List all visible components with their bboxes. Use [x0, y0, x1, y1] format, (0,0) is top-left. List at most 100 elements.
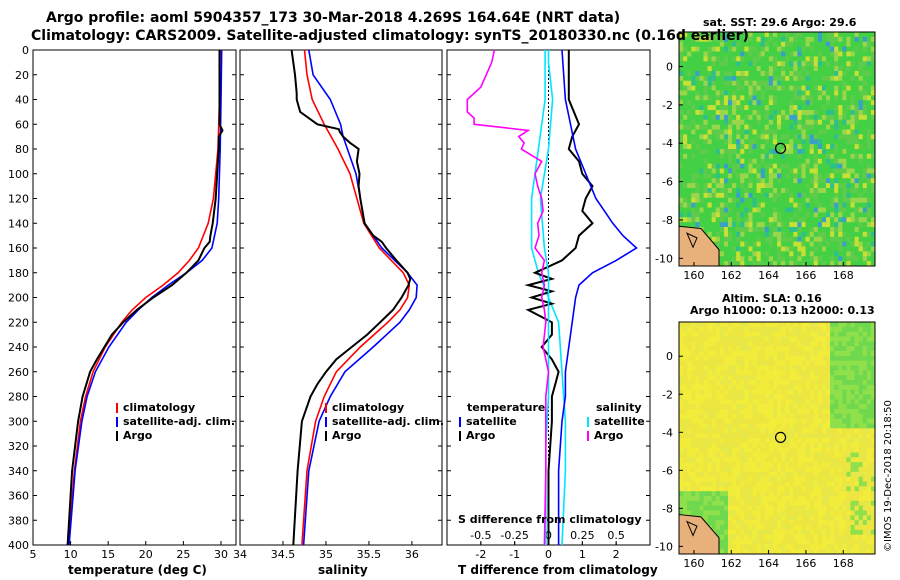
- map-cell: [834, 61, 839, 67]
- map-cell: [838, 505, 843, 511]
- map-cell: [821, 476, 827, 482]
- map-cell: [752, 370, 757, 376]
- map-cell: [801, 476, 806, 482]
- map-cell: [764, 119, 770, 126]
- map-cell: [744, 212, 749, 218]
- map-cell: [785, 491, 790, 497]
- map-cell: [805, 380, 811, 386]
- map-cell: [687, 173, 692, 179]
- map-cell: [719, 217, 725, 223]
- map-cell: [870, 222, 876, 228]
- map-cell: [711, 525, 717, 531]
- map-cell: [793, 462, 798, 468]
- map-cell: [760, 256, 766, 262]
- map-cell: [797, 85, 802, 91]
- map-cell: [834, 144, 839, 150]
- map-cell: [715, 56, 721, 62]
- map-cell: [736, 114, 741, 121]
- map-cell: [805, 241, 811, 247]
- map-cell: [858, 85, 864, 91]
- series-line-t-satellite-adj-: [557, 49, 638, 545]
- map-cell: [781, 529, 786, 536]
- map-cell: [781, 351, 786, 357]
- map-cell: [813, 549, 819, 555]
- map-cell: [744, 394, 749, 400]
- map-cell: [691, 149, 696, 155]
- map-cell: [736, 173, 741, 179]
- map-cell: [752, 158, 757, 165]
- map-cell: [736, 168, 741, 174]
- map-cell: [793, 510, 798, 516]
- map-cell: [744, 105, 749, 111]
- map-cell: [842, 202, 847, 208]
- map-cell: [744, 341, 749, 347]
- map-cell: [777, 500, 782, 507]
- map-cell: [707, 56, 713, 62]
- map-cell: [683, 95, 688, 101]
- map-cell: [785, 246, 790, 252]
- map-cell: [723, 539, 729, 545]
- map-cell: [870, 491, 876, 497]
- map-cell: [760, 110, 766, 116]
- map-cell: [691, 85, 696, 91]
- map-cell: [850, 413, 855, 420]
- map-cell: [821, 515, 827, 521]
- map-cell: [764, 380, 770, 386]
- map-cell: [711, 178, 717, 184]
- map-cell: [719, 534, 725, 540]
- map-cell: [838, 246, 843, 252]
- map-cell: [866, 462, 872, 468]
- map-cell: [842, 178, 847, 184]
- map-cell: [715, 32, 721, 38]
- map-cell: [715, 188, 721, 194]
- map-cell: [809, 178, 815, 184]
- map-cell: [764, 384, 770, 391]
- map-cell: [826, 61, 831, 67]
- map-cell: [821, 447, 827, 453]
- map-cell: [752, 346, 757, 352]
- map-cell: [797, 246, 802, 252]
- map-cell: [842, 529, 847, 536]
- map-cell: [748, 515, 753, 521]
- map-cell: [777, 251, 782, 257]
- map-cell: [760, 236, 766, 243]
- map-cell: [683, 188, 688, 194]
- map-cell: [813, 471, 819, 478]
- map-cell: [781, 326, 786, 333]
- map-cell: [768, 90, 774, 96]
- map-cell: [870, 433, 876, 439]
- map-cell: [797, 447, 802, 453]
- map-cell: [760, 217, 766, 223]
- map-cell: [785, 539, 790, 545]
- map-cell: [683, 192, 688, 199]
- map-cell: [862, 529, 868, 536]
- map-cell: [683, 326, 688, 333]
- map-cell: [740, 178, 745, 184]
- map-cell: [711, 207, 717, 213]
- map-cell: [830, 236, 835, 243]
- map-cell: [732, 365, 737, 371]
- map-cell: [826, 365, 831, 371]
- map-cell: [760, 505, 766, 511]
- map-cell: [821, 428, 827, 434]
- map-cell: [854, 241, 860, 247]
- map-cell: [744, 231, 749, 238]
- map-cell: [866, 442, 872, 449]
- map-cell: [805, 158, 811, 165]
- map-cell: [736, 404, 741, 410]
- map-cell: [862, 409, 868, 415]
- map-cell: [707, 322, 713, 328]
- map-cell: [850, 355, 855, 362]
- map-cell: [732, 360, 737, 366]
- map-cell: [801, 163, 806, 169]
- map-cell: [777, 365, 782, 371]
- ytick-label: 360: [8, 490, 29, 503]
- map-cell: [683, 80, 688, 87]
- map-cell: [715, 520, 721, 526]
- map-cell: [711, 153, 717, 160]
- map-cell: [870, 32, 876, 38]
- map-cell: [777, 100, 782, 106]
- map-cell: [789, 90, 794, 96]
- map-cell: [687, 510, 692, 516]
- map-cell: [732, 544, 737, 550]
